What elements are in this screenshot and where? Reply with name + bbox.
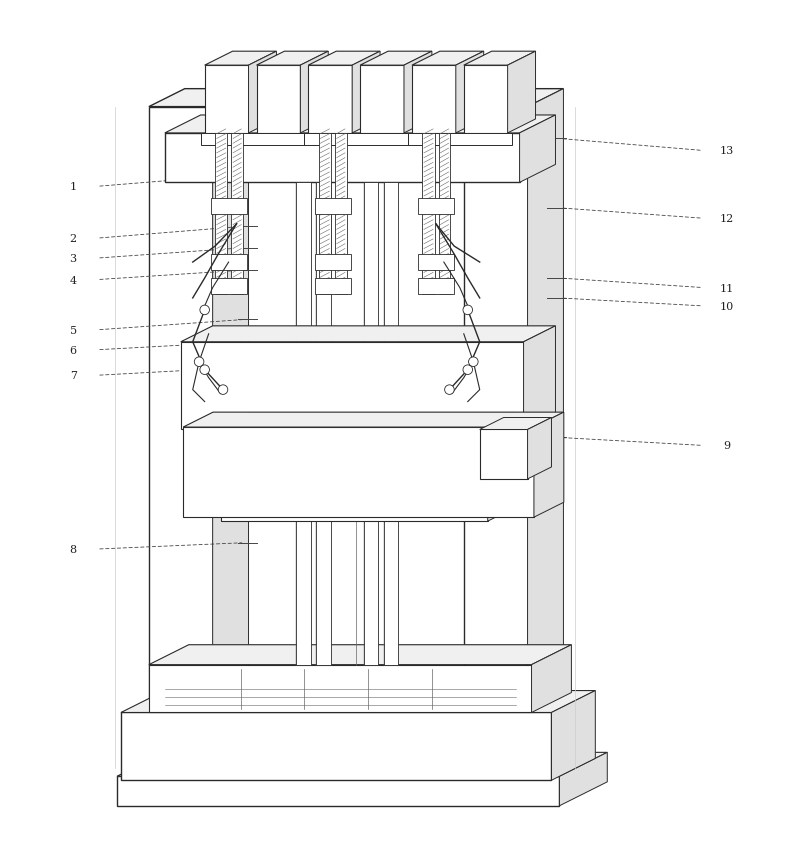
Circle shape (445, 386, 454, 395)
Polygon shape (384, 183, 398, 665)
Polygon shape (117, 753, 607, 776)
Text: 3: 3 (70, 254, 77, 264)
Polygon shape (480, 418, 551, 430)
Polygon shape (551, 690, 595, 781)
Circle shape (463, 365, 473, 375)
Polygon shape (412, 52, 484, 66)
Polygon shape (364, 183, 378, 665)
Polygon shape (296, 183, 310, 665)
Polygon shape (308, 52, 380, 66)
Polygon shape (205, 66, 249, 133)
Text: 8: 8 (70, 544, 77, 555)
Polygon shape (488, 414, 515, 522)
Text: 4: 4 (70, 275, 77, 285)
Polygon shape (360, 52, 432, 66)
Polygon shape (215, 133, 227, 295)
Polygon shape (464, 66, 508, 133)
Polygon shape (360, 66, 404, 133)
Polygon shape (314, 279, 350, 295)
Polygon shape (418, 255, 454, 271)
Polygon shape (221, 428, 488, 522)
Text: 1: 1 (70, 182, 77, 192)
Polygon shape (464, 52, 535, 66)
Polygon shape (149, 665, 531, 712)
Polygon shape (523, 327, 555, 430)
Polygon shape (211, 255, 247, 271)
Polygon shape (508, 52, 535, 133)
Polygon shape (149, 107, 213, 781)
Text: 13: 13 (720, 146, 734, 156)
Polygon shape (165, 116, 555, 133)
Polygon shape (531, 645, 571, 712)
Polygon shape (308, 66, 352, 133)
Text: 9: 9 (723, 441, 730, 451)
Polygon shape (249, 52, 277, 133)
Polygon shape (527, 89, 563, 781)
Polygon shape (149, 89, 249, 107)
Polygon shape (418, 199, 454, 215)
Polygon shape (221, 414, 515, 428)
Circle shape (463, 306, 473, 316)
Polygon shape (418, 279, 454, 295)
Polygon shape (316, 183, 330, 665)
Polygon shape (314, 255, 350, 271)
Text: 7: 7 (70, 371, 77, 381)
Polygon shape (438, 133, 450, 295)
Polygon shape (121, 690, 595, 712)
Polygon shape (117, 776, 559, 806)
Polygon shape (183, 413, 564, 428)
Polygon shape (211, 199, 247, 215)
Polygon shape (304, 133, 408, 146)
Polygon shape (149, 645, 571, 665)
Circle shape (194, 358, 204, 367)
Polygon shape (121, 712, 551, 781)
Polygon shape (300, 52, 328, 133)
Polygon shape (534, 413, 564, 517)
Polygon shape (231, 133, 243, 295)
Circle shape (218, 386, 228, 395)
Polygon shape (527, 418, 551, 479)
Polygon shape (257, 52, 328, 66)
Circle shape (200, 306, 210, 316)
Text: 12: 12 (720, 214, 734, 224)
Polygon shape (181, 327, 555, 343)
Circle shape (200, 365, 210, 375)
Polygon shape (335, 133, 346, 295)
Polygon shape (559, 753, 607, 806)
Polygon shape (165, 133, 519, 183)
Text: 5: 5 (70, 326, 77, 335)
Text: 10: 10 (720, 301, 734, 311)
Polygon shape (183, 428, 534, 517)
Polygon shape (464, 89, 563, 107)
Polygon shape (257, 66, 300, 133)
Text: 2: 2 (70, 234, 77, 244)
Polygon shape (412, 66, 456, 133)
Polygon shape (181, 343, 523, 430)
Polygon shape (408, 133, 512, 146)
Polygon shape (314, 199, 350, 215)
Polygon shape (201, 133, 304, 146)
Polygon shape (519, 116, 555, 183)
Polygon shape (464, 107, 527, 781)
Polygon shape (213, 89, 249, 781)
Polygon shape (211, 279, 247, 295)
Polygon shape (404, 52, 432, 133)
Polygon shape (318, 133, 331, 295)
Text: 11: 11 (720, 284, 734, 293)
Text: 6: 6 (70, 345, 77, 355)
Circle shape (469, 358, 478, 367)
Polygon shape (422, 133, 434, 295)
Polygon shape (352, 52, 380, 133)
Polygon shape (480, 430, 527, 479)
Polygon shape (456, 52, 484, 133)
Polygon shape (205, 52, 277, 66)
